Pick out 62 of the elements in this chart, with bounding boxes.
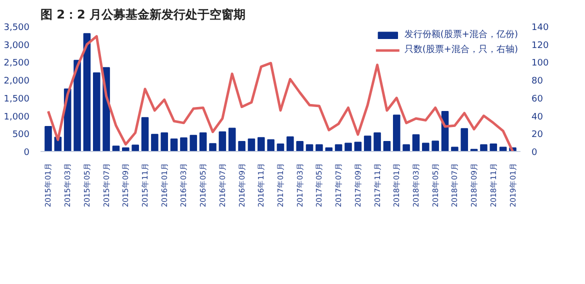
bar bbox=[122, 147, 130, 152]
y-tick-label: 1,000 bbox=[4, 112, 30, 122]
bar bbox=[432, 140, 439, 152]
y2-tick-label: 140 bbox=[532, 23, 549, 33]
y-tick-label: 2,000 bbox=[4, 76, 30, 87]
bar bbox=[190, 134, 198, 152]
bar bbox=[228, 128, 236, 152]
bar bbox=[422, 142, 430, 152]
bar bbox=[199, 132, 207, 152]
bar bbox=[238, 141, 246, 152]
bar bbox=[218, 131, 226, 152]
legend-label: 只数(股票+混合，只，右轴) bbox=[404, 44, 518, 56]
bar bbox=[412, 134, 420, 152]
y-tick-label: 500 bbox=[12, 130, 30, 140]
bar bbox=[490, 144, 498, 152]
bar bbox=[74, 60, 81, 152]
bar bbox=[209, 143, 216, 152]
bar bbox=[44, 126, 52, 152]
y-tick-label: 3,000 bbox=[4, 40, 30, 51]
bar bbox=[92, 72, 100, 152]
bar bbox=[112, 146, 120, 152]
bar bbox=[180, 137, 188, 152]
bar bbox=[451, 146, 458, 152]
y2-tick-label: 40 bbox=[532, 112, 544, 122]
bar bbox=[354, 142, 362, 152]
bar bbox=[334, 144, 342, 152]
bar bbox=[325, 147, 333, 152]
y-tick-label: 1,500 bbox=[4, 94, 30, 104]
bar bbox=[344, 142, 352, 152]
y-tick-label: 0 bbox=[24, 148, 30, 158]
chart-title: 图 2：2 月公募基金新发行处于空窗期 bbox=[40, 8, 246, 22]
bar bbox=[170, 138, 178, 152]
y2-tick-label: 100 bbox=[532, 58, 549, 69]
bar bbox=[499, 146, 507, 152]
bar bbox=[286, 136, 294, 152]
bar bbox=[132, 144, 139, 152]
y2-tick-label: 80 bbox=[532, 76, 544, 87]
y2-tick-label: 0 bbox=[532, 148, 538, 158]
bar bbox=[364, 136, 372, 152]
y2-tick-label: 120 bbox=[532, 40, 549, 51]
bar bbox=[316, 144, 323, 152]
bar bbox=[460, 128, 468, 152]
bar bbox=[258, 137, 265, 152]
bar bbox=[480, 144, 488, 152]
y2-tick-label: 20 bbox=[532, 130, 544, 140]
bar bbox=[141, 117, 149, 152]
bar bbox=[276, 144, 284, 152]
bar bbox=[306, 144, 314, 152]
bar bbox=[383, 141, 391, 152]
legend-label: 发行份额(股票+混合，亿份) bbox=[404, 28, 518, 41]
bar bbox=[402, 144, 410, 152]
bar bbox=[392, 114, 400, 152]
bar bbox=[296, 141, 304, 152]
bar bbox=[374, 132, 381, 152]
bar bbox=[248, 138, 256, 152]
y-tick-label: 3,500 bbox=[4, 23, 30, 33]
y-tick-label: 2,500 bbox=[4, 58, 30, 69]
bar bbox=[83, 33, 91, 152]
bar bbox=[151, 134, 158, 152]
y2-tick-label: 60 bbox=[532, 94, 544, 104]
bar bbox=[267, 139, 274, 152]
bar bbox=[160, 132, 168, 152]
